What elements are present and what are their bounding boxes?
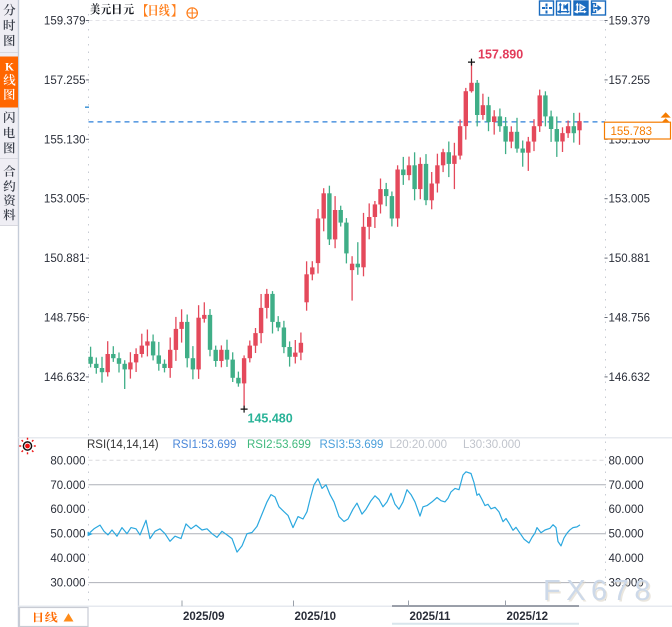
svg-text:RSI(14,14,14): RSI(14,14,14) — [87, 439, 159, 451]
svg-text:60.000: 60.000 — [50, 504, 85, 516]
svg-text:155.783: 155.783 — [611, 126, 653, 138]
svg-text:RSI2:53.699: RSI2:53.699 — [247, 439, 311, 451]
svg-text:FX678: FX678 — [543, 575, 656, 607]
svg-text:80.000: 80.000 — [609, 455, 644, 467]
svg-text:153.005: 153.005 — [44, 194, 86, 206]
svg-text:30.000: 30.000 — [50, 578, 85, 590]
svg-text:150.881: 150.881 — [44, 253, 86, 265]
svg-text:2025/12: 2025/12 — [507, 611, 549, 623]
svg-text:155.130: 155.130 — [44, 134, 86, 146]
svg-text:50.000: 50.000 — [50, 529, 85, 541]
svg-text:K: K — [5, 62, 14, 74]
svg-text:146.632: 146.632 — [44, 372, 86, 384]
svg-text:2025/09: 2025/09 — [183, 611, 225, 623]
svg-text:157.255: 157.255 — [609, 75, 651, 87]
svg-text:2025/10: 2025/10 — [295, 611, 337, 623]
svg-text:40.000: 40.000 — [50, 553, 85, 565]
svg-text:60.000: 60.000 — [609, 504, 644, 516]
svg-text:L20:20.000: L20:20.000 — [390, 439, 448, 451]
svg-text:RSI1:53.699: RSI1:53.699 — [173, 439, 237, 451]
svg-text:2025/11: 2025/11 — [410, 611, 452, 623]
svg-text:150.881: 150.881 — [609, 253, 651, 265]
svg-text:70.000: 70.000 — [50, 480, 85, 492]
svg-text:40.000: 40.000 — [609, 553, 644, 565]
svg-text:L30:30.000: L30:30.000 — [463, 439, 521, 451]
svg-text:80.000: 80.000 — [50, 455, 85, 467]
svg-text:50.000: 50.000 — [609, 529, 644, 541]
svg-text:148.756: 148.756 — [44, 313, 86, 325]
svg-text:153.005: 153.005 — [609, 194, 651, 206]
svg-text:159.379: 159.379 — [44, 16, 86, 28]
svg-text:145.480: 145.480 — [248, 412, 293, 426]
svg-text:157.255: 157.255 — [44, 75, 86, 87]
svg-text:159.379: 159.379 — [609, 16, 651, 28]
svg-text:70.000: 70.000 — [609, 480, 644, 492]
svg-text:146.632: 146.632 — [609, 372, 651, 384]
svg-text:30.000: 30.000 — [609, 578, 644, 590]
svg-text:157.890: 157.890 — [478, 48, 523, 62]
svg-text:148.756: 148.756 — [609, 313, 651, 325]
svg-text:RSI3:53.699: RSI3:53.699 — [320, 439, 384, 451]
svg-text:FX678: FX678 — [545, 577, 658, 609]
